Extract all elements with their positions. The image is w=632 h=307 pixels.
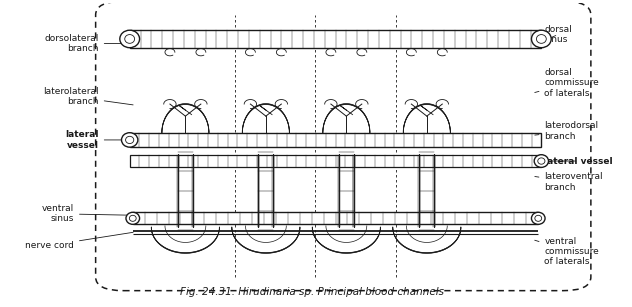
Text: ventral
sinus: ventral sinus xyxy=(42,204,133,223)
Polygon shape xyxy=(130,30,542,48)
Ellipse shape xyxy=(532,212,545,224)
Text: lateral
vessel: lateral vessel xyxy=(65,130,133,150)
Polygon shape xyxy=(133,212,538,224)
Text: lateroventral
branch: lateroventral branch xyxy=(535,173,603,192)
Text: ventral
commissure
of laterals: ventral commissure of laterals xyxy=(535,237,599,266)
Ellipse shape xyxy=(126,212,140,224)
Text: dorsolateral
branch: dorsolateral branch xyxy=(44,34,133,53)
FancyBboxPatch shape xyxy=(95,1,591,291)
Text: dorsal
commissure
of laterals: dorsal commissure of laterals xyxy=(535,68,599,98)
Ellipse shape xyxy=(537,35,546,43)
Ellipse shape xyxy=(121,133,138,147)
Text: lateral vessel: lateral vessel xyxy=(544,157,613,165)
Ellipse shape xyxy=(538,158,545,164)
Text: Fig. 24.31. Hirudinaria sp. Principal blood channels: Fig. 24.31. Hirudinaria sp. Principal bl… xyxy=(180,287,444,297)
Text: laterodorsal
branch: laterodorsal branch xyxy=(535,121,599,141)
Ellipse shape xyxy=(535,215,542,221)
Ellipse shape xyxy=(130,215,136,221)
Ellipse shape xyxy=(126,136,134,144)
Polygon shape xyxy=(130,155,542,167)
Ellipse shape xyxy=(534,155,549,167)
Polygon shape xyxy=(130,133,542,147)
Text: laterolateral
branch: laterolateral branch xyxy=(43,87,133,106)
Ellipse shape xyxy=(532,30,551,48)
Ellipse shape xyxy=(120,30,140,48)
Ellipse shape xyxy=(125,35,135,43)
Text: nerve cord: nerve cord xyxy=(25,232,133,250)
Text: dorsal
sinus: dorsal sinus xyxy=(544,25,572,44)
